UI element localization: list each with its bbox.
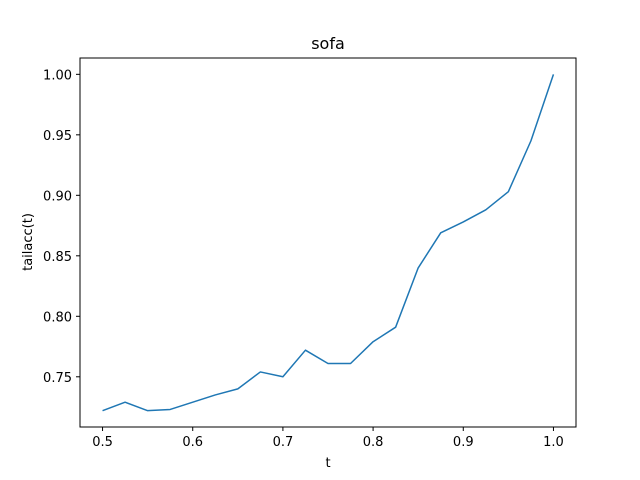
y-tick-label: 0.85 [43,250,72,265]
series-line-0 [102,74,555,412]
y-axis-label: tailacc(t) [21,213,36,271]
y-tick-label: 1.00 [43,68,72,83]
x-tick-label: 0.5 [92,435,113,450]
y-tick-label: 0.95 [43,129,72,144]
x-tick-label: 0.7 [273,435,294,450]
y-tick-label: 0.75 [43,371,72,386]
y-tick-label: 0.80 [43,310,72,325]
chart-title: sofa [311,34,345,53]
x-tick-label: 0.9 [453,435,474,450]
x-axis-label: t [325,456,330,471]
y-tick-label: 0.90 [43,189,72,204]
x-tick-label: 1.0 [543,435,564,450]
x-tick-label: 0.6 [182,435,203,450]
y-axis: 0.75 0.80 0.85 0.90 0.95 1.00 [43,68,80,386]
x-tick-label: 0.8 [363,435,384,450]
plot-area [102,74,555,412]
x-axis: 0.5 0.6 0.7 0.8 0.9 1.0 [92,427,564,450]
plot-frame [79,57,577,428]
